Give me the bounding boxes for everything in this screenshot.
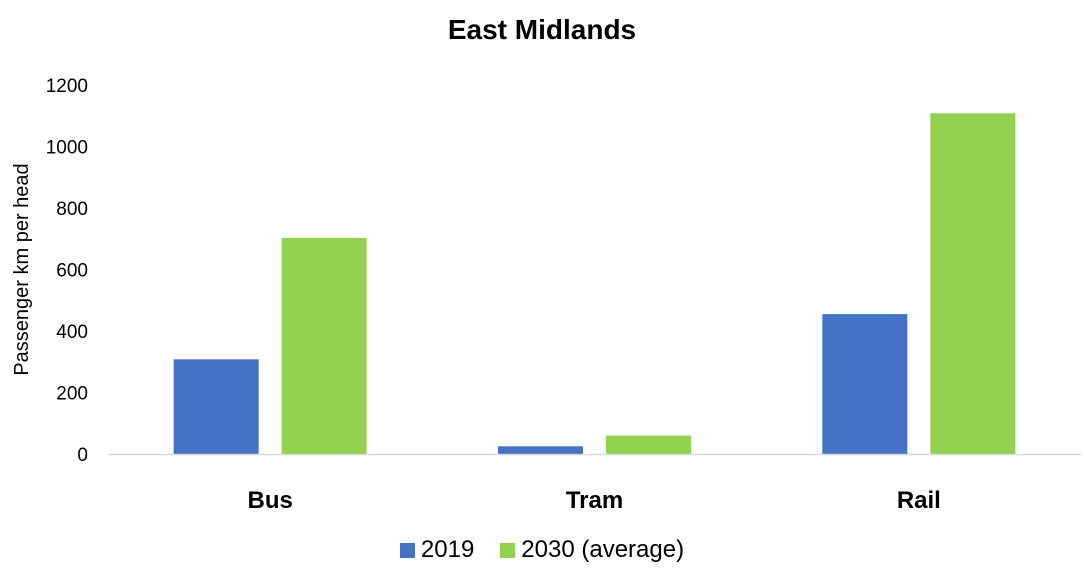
- y-axis-label: Passenger km per head: [11, 163, 33, 375]
- bar-rail-2019: [822, 314, 908, 454]
- y-tick-label: 600: [56, 261, 88, 282]
- y-tick-label: 1200: [46, 76, 88, 97]
- x-tick-label-rail: Rail: [897, 487, 941, 514]
- y-tick-label: 800: [56, 199, 88, 220]
- legend-swatch-2030-average: [500, 542, 516, 558]
- legend-swatch-2019: [399, 542, 415, 558]
- x-tick-label-tram: Tram: [566, 487, 623, 514]
- y-tick-label: 400: [56, 322, 88, 343]
- y-tick-label: 0: [77, 445, 88, 466]
- y-tick-label: 1000: [46, 138, 88, 159]
- legend-label-2030-average: 2030 (average): [521, 536, 685, 563]
- bar-bus-2019: [173, 359, 259, 454]
- chart-title: East Midlands: [447, 14, 637, 45]
- legend-item-2030-average: 2030 (average): [500, 536, 684, 564]
- bar-bus-2030-average: [281, 237, 367, 454]
- x-tick-label-bus: Bus: [247, 487, 292, 514]
- legend-label-2019: 2019: [420, 536, 475, 563]
- bar-rail-2030-average: [930, 113, 1016, 454]
- legend: 2019 2030 (average): [0, 536, 1084, 564]
- plot-area: Passenger km per head 0 200 400 600 800 1000 1…: [11, 76, 1081, 514]
- y-tick-label: 200: [56, 384, 88, 405]
- bar-tram-2019: [498, 446, 583, 454]
- bar-tram-2030-average: [606, 435, 691, 454]
- legend-item-2019: 2019: [399, 536, 475, 564]
